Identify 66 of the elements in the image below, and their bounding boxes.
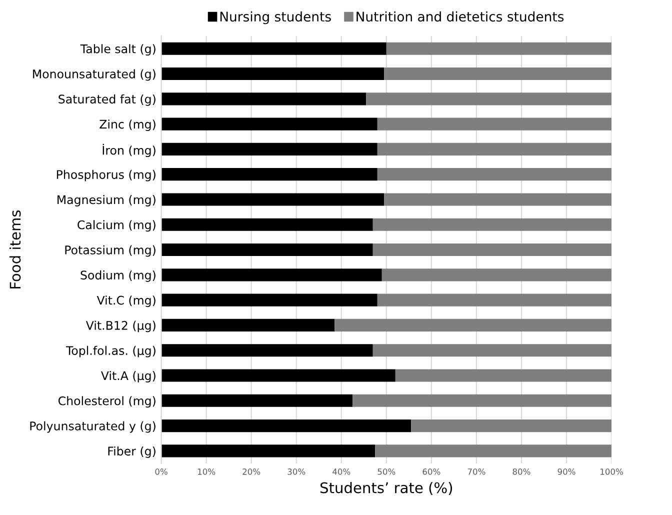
- bar: [384, 67, 612, 80]
- y-tick-label: Monounsaturated (g): [33, 69, 156, 81]
- bar: [161, 243, 373, 256]
- bar: [411, 420, 612, 432]
- x-tick-label: 30%: [288, 468, 306, 475]
- bar: [375, 444, 612, 458]
- bar: [372, 344, 612, 357]
- y-tick-label: Vit.A (µg): [100, 371, 156, 382]
- bar: [352, 394, 612, 407]
- x-tick-label: 10%: [198, 468, 216, 475]
- y-tick-label: Phosphorus (mg): [56, 170, 156, 182]
- y-tick-label: Vit.C (mg): [96, 296, 156, 308]
- bar: [161, 420, 412, 432]
- bar: [161, 344, 373, 357]
- x-tick-label: 50%: [378, 468, 396, 475]
- bar: [377, 168, 612, 181]
- y-tick-label: Topl.fol.as. (µg): [66, 346, 156, 358]
- x-tick-label: 40%: [332, 468, 350, 475]
- y-tick-label: Polyunsaturated y (g): [30, 421, 156, 433]
- bar: [372, 218, 612, 231]
- bar: [161, 294, 378, 306]
- x-tick-label: 20%: [242, 468, 260, 475]
- bar: [382, 268, 612, 282]
- bar: [161, 193, 384, 206]
- bar: [386, 42, 612, 55]
- y-tick-label: Fiber (g): [108, 446, 156, 458]
- y-tick-label: Table salt (g): [80, 44, 156, 56]
- bar: [377, 118, 612, 130]
- legend-label: Nursing students: [220, 11, 331, 24]
- legend-label: Nutrition and dietetics students: [356, 11, 564, 22]
- bar: [366, 92, 612, 106]
- x-tick-label: 70%: [468, 468, 486, 475]
- bar: [334, 318, 612, 332]
- bar: [161, 394, 353, 407]
- y-tick-label: Vit.B12 (µg): [86, 320, 156, 332]
- x-tick-label: 0%: [155, 468, 168, 475]
- x-tick-label: 100%: [600, 468, 623, 475]
- x-tick-label: 60%: [422, 468, 440, 475]
- bar: [161, 444, 376, 458]
- y-tick-label: İron (mg): [102, 144, 156, 158]
- y-tick-label: Calcium (mg): [78, 220, 156, 232]
- y-tick-label: Sodium (mg): [80, 270, 156, 282]
- x-tick-label: 90%: [558, 468, 576, 475]
- bar: [372, 243, 612, 256]
- bar: [384, 193, 612, 206]
- bar: [161, 318, 335, 332]
- bar: [161, 369, 396, 382]
- x-tick-label: 80%: [512, 468, 530, 475]
- bar: [161, 142, 378, 156]
- y-axis-title: Food items: [9, 210, 21, 288]
- y-tick-label: Cholesterol (mg): [58, 396, 156, 408]
- bar: [161, 42, 386, 55]
- x-axis-title: Students’ rate (%): [320, 482, 452, 495]
- bar: [161, 218, 373, 231]
- y-tick-label: Magnesium (mg): [58, 195, 156, 206]
- y-tick-label: Potassium (mg): [65, 245, 156, 257]
- bar: [161, 92, 366, 106]
- bar: [377, 294, 612, 306]
- bar: [395, 369, 612, 382]
- bar: [377, 142, 612, 156]
- bar: [161, 118, 378, 130]
- bar: [161, 67, 384, 80]
- y-tick-label: Zinc (mg): [100, 120, 156, 131]
- bar: [161, 268, 382, 282]
- bar: [161, 168, 378, 181]
- y-tick-label: Saturated fat (g): [58, 94, 156, 106]
